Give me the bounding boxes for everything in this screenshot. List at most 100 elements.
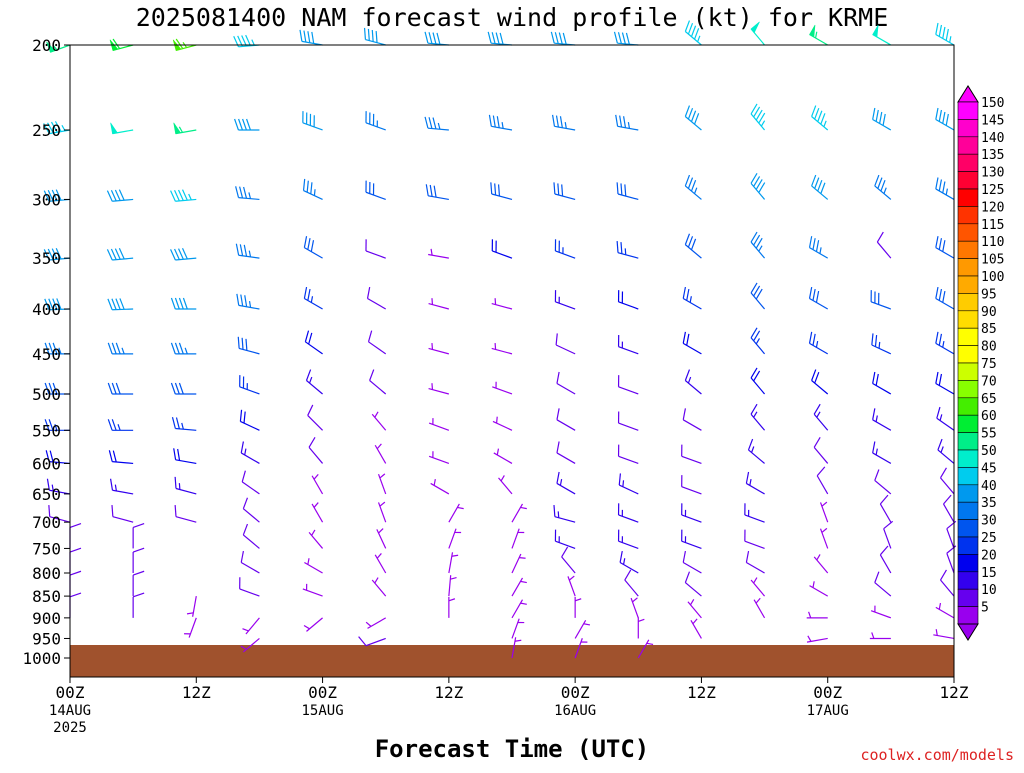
plot-area	[44, 21, 956, 677]
wind-barb	[303, 111, 323, 130]
wind-barb	[751, 368, 764, 394]
x-tick-label: 00Z	[308, 683, 337, 702]
wind-barb	[112, 505, 133, 522]
wind-barb	[620, 551, 638, 573]
wind-barb	[873, 408, 891, 430]
x-tick-label: 12Z	[434, 683, 463, 702]
ground-terrain	[70, 645, 954, 677]
wind-barb	[817, 467, 828, 494]
wind-barb	[493, 417, 512, 431]
wind-barb	[751, 173, 765, 199]
colorbar-label: 5	[981, 601, 989, 616]
colorbar-label: 45	[981, 461, 997, 476]
wind-barb	[575, 597, 581, 618]
wind-barb	[425, 117, 449, 130]
colorbar-swatch	[958, 572, 978, 589]
wind-barb	[366, 181, 386, 200]
wind-barb	[751, 104, 765, 130]
wind-barb	[568, 576, 575, 596]
wind-barb	[944, 495, 955, 522]
wind-barb	[685, 572, 701, 596]
x-tick-label: 12Z	[940, 683, 969, 702]
wind-barb	[884, 521, 893, 548]
wind-barb	[933, 629, 954, 638]
wind-barb	[304, 618, 323, 631]
colorbar-label: 95	[981, 287, 997, 302]
wind-barb	[685, 370, 701, 394]
wind-barb	[554, 505, 575, 522]
wind-barb	[300, 30, 323, 45]
wind-barb	[619, 411, 639, 430]
wind-barb	[512, 529, 524, 549]
wind-barb	[810, 236, 828, 258]
wind-barb	[812, 370, 828, 394]
wind-barb	[941, 570, 954, 596]
wind-barb	[810, 581, 828, 596]
y-tick-label: 700	[32, 513, 61, 532]
colorbar-swatch	[958, 363, 978, 380]
wind-barb	[685, 175, 701, 199]
colorbar-label: 90	[981, 305, 997, 320]
plot-frame	[70, 45, 954, 677]
x-tick-label: 12Z	[182, 683, 211, 702]
wind-barb	[449, 504, 464, 522]
wind-barb	[631, 598, 638, 618]
wind-barb	[617, 241, 638, 258]
y-tick-label: 500	[32, 385, 61, 404]
wind-barb	[449, 552, 458, 573]
wind-barb	[304, 179, 323, 199]
wind-barb	[236, 186, 260, 199]
wind-barb	[171, 298, 196, 309]
wind-barb	[492, 343, 512, 354]
wind-barb	[235, 119, 260, 130]
wind-barb	[512, 619, 524, 639]
colorbar-swatch	[958, 485, 978, 502]
wind-barb	[429, 418, 449, 430]
wind-barb	[431, 479, 449, 494]
y-tick-label: 350	[32, 249, 61, 268]
x-axis-label: Forecast Time (UTC)	[375, 735, 650, 763]
wind-barb	[682, 530, 702, 549]
colorbar-swatch	[958, 172, 978, 189]
wind-barb	[237, 294, 260, 309]
wind-barb	[748, 439, 764, 463]
wind-barb	[875, 470, 891, 494]
wind-barb	[512, 578, 527, 596]
y-tick-label: 750	[32, 539, 61, 558]
y-tick-label: 800	[32, 564, 61, 583]
colorbar-label: 65	[981, 392, 997, 407]
wind-barb	[745, 530, 765, 549]
wind-barb	[941, 468, 954, 494]
wind-barb	[880, 546, 891, 573]
wind-barb	[494, 449, 512, 464]
wind-barb	[236, 244, 259, 258]
x-tick-label: 17AUG	[807, 703, 849, 719]
wind-barb	[880, 495, 891, 522]
colorbar-bottom-arrow	[958, 624, 978, 640]
wind-barb	[241, 441, 259, 463]
y-tick-label: 400	[32, 300, 61, 319]
colorbar-label: 20	[981, 548, 997, 563]
colorbar-swatch	[958, 520, 978, 537]
colorbar-label: 80	[981, 340, 997, 355]
wind-barb	[746, 472, 764, 494]
colorbar-swatch	[958, 554, 978, 571]
colorbar-swatch	[958, 137, 978, 154]
wind-barb	[751, 232, 764, 258]
wind-barb	[305, 331, 322, 354]
wind-barb	[619, 335, 639, 354]
wind-barb	[133, 548, 144, 573]
wind-barb	[556, 333, 575, 353]
wind-barb	[751, 283, 764, 309]
colorbar-label: 130	[981, 166, 1004, 181]
wind-barb	[171, 248, 197, 260]
wind-barb	[936, 603, 954, 618]
wind-barb	[936, 372, 954, 394]
wind-barb	[375, 553, 386, 573]
wind-barb	[304, 558, 322, 573]
colorbar-label: 85	[981, 322, 997, 337]
wind-barb	[688, 599, 701, 618]
wind-barb	[936, 108, 954, 130]
wind-barb	[175, 477, 196, 494]
colorbar-swatch	[958, 589, 978, 606]
